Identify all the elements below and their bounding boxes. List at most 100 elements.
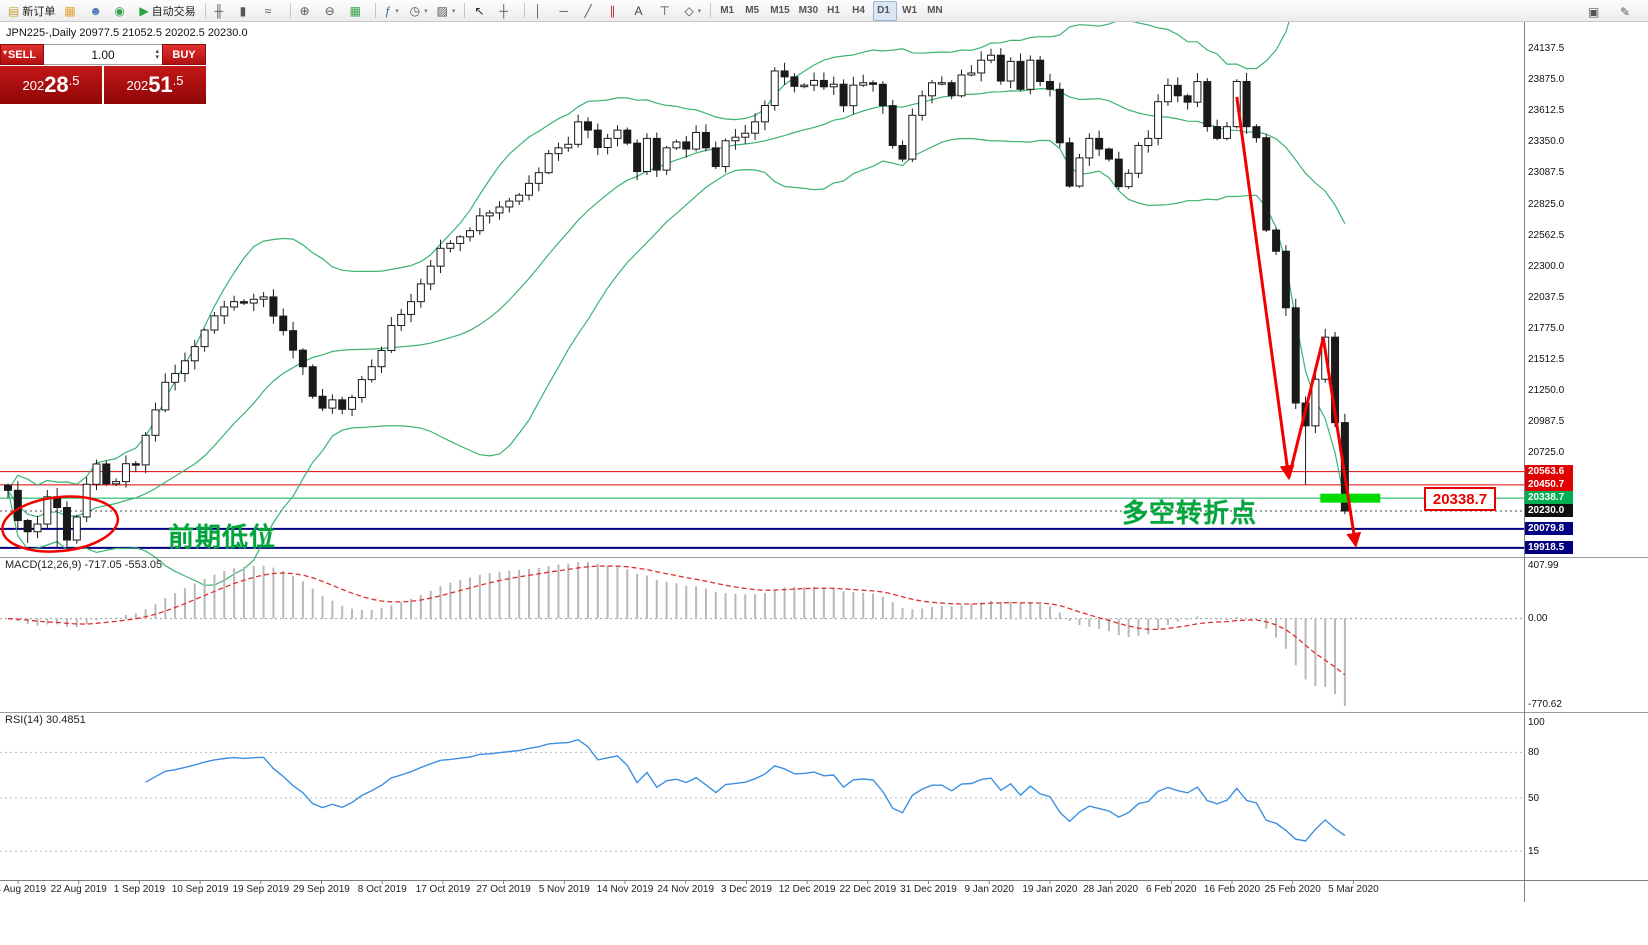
- level-price-tag: 19918.5: [1525, 540, 1573, 554]
- buy-price[interactable]: 202 51.5: [104, 66, 206, 104]
- text-icon[interactable]: A: [630, 1, 654, 21]
- one-click-trading-panel: ▾ SELL 1.00 ▴ ▾ BUY 202 28.5 202 51.5: [0, 44, 206, 104]
- volume-input[interactable]: 1.00 ▴ ▾: [44, 44, 162, 65]
- date-axis-label: 5 Mar 2020: [1328, 884, 1379, 895]
- toolbar-separator: [524, 3, 526, 18]
- tf-h1-button[interactable]: H1: [823, 1, 847, 21]
- gold-icon: ▦: [64, 3, 76, 18]
- previous-low-annotation: 前期低位: [168, 522, 277, 552]
- shapes-icon[interactable]: ◇ ▾: [680, 1, 705, 21]
- workspace-icon: ▣: [1588, 5, 1600, 19]
- spinner-down-icon[interactable]: ▾: [155, 53, 159, 61]
- tf-mn-button[interactable]: MN: [923, 1, 947, 21]
- buy-button[interactable]: BUY: [162, 44, 206, 65]
- zoom-out-icon[interactable]: ⊖: [321, 1, 345, 21]
- price-tag-callout: 20338.7: [1424, 487, 1496, 511]
- price-axis-label: 23350.0: [1528, 136, 1565, 148]
- tf-d1-button[interactable]: D1: [873, 0, 898, 21]
- macd-indicator-label: MACD(12,26,9) -717.05 -553.05: [5, 559, 163, 571]
- auto-trading-button[interactable]: ▶ 自动交易: [135, 1, 199, 21]
- zoom-in-icon: ⊕: [299, 3, 310, 18]
- bar-chart-icon[interactable]: ╫: [211, 1, 235, 21]
- vertical-line-icon[interactable]: │: [530, 1, 554, 21]
- date-axis-label: 25 Feb 2020: [1264, 884, 1321, 895]
- price-axis-label: 22825.0: [1528, 198, 1565, 210]
- chevron-down-icon: ▾: [395, 7, 399, 15]
- cursor-icon: ↖: [474, 3, 485, 18]
- bar-chart-icon: ╫: [214, 3, 224, 18]
- price-axis-label: 22037.5: [1528, 291, 1565, 303]
- rsi-scale-label: 100: [1528, 716, 1545, 728]
- date-axis-label: 16 Feb 2020: [1203, 884, 1261, 895]
- macd-scale-label: 407.99: [1528, 559, 1559, 571]
- new-order-button-label: 新订单: [22, 5, 56, 18]
- toolbar-separator: [710, 3, 712, 18]
- toolbar-right-group: ▣ ✎: [1584, 2, 1640, 22]
- trendline-icon: ╱: [584, 3, 592, 18]
- level-price-tag: 20338.7: [1525, 491, 1573, 505]
- price-axis-label: 23875.0: [1528, 74, 1565, 86]
- volume-spinner[interactable]: ▴ ▾: [155, 45, 159, 64]
- symbol-ohlc-header: JPN225-,Daily 20977.5 21052.5 20202.5 20…: [6, 27, 248, 39]
- label-icon[interactable]: ⊤: [655, 1, 679, 21]
- horizontal-line-icon[interactable]: ─: [555, 1, 579, 21]
- gold-icon[interactable]: ▦: [60, 1, 84, 21]
- channel-icon[interactable]: ∥: [605, 1, 629, 21]
- macd-scale-label: 0.00: [1528, 613, 1548, 625]
- candlestick-icon[interactable]: ▮: [236, 1, 260, 21]
- cursor-icon[interactable]: ↖: [470, 1, 494, 21]
- channel-icon: ∥: [609, 3, 616, 18]
- toolbar-groups: ▤ 新订单 ▦ ☻ ◉ ▶ 自动交易 ╫ ▮ ≈ ⊕ ⊖ ▦ ƒ ▾ ◷ ▾ ▨ ▾ ↖ ┼ │ ─ ╱ ∥ A ⊤ ◇ ▾ M1 M5 M1…: [4, 0, 947, 21]
- edit-icon[interactable]: ✎: [1616, 2, 1640, 22]
- date-axis-label: 12 Dec 2019: [778, 884, 836, 895]
- trendline-icon[interactable]: ╱: [580, 1, 604, 21]
- tf-m5-button[interactable]: M5: [741, 1, 765, 21]
- indicators-icon[interactable]: ƒ ▾: [381, 1, 405, 21]
- community-icon: ◉: [114, 3, 125, 18]
- panel-collapse-icon[interactable]: ▾: [3, 48, 8, 57]
- label-icon: ⊤: [659, 3, 670, 18]
- tile-windows-icon: ▦: [349, 3, 361, 18]
- volume-value: 1.00: [91, 47, 115, 62]
- tf-m30-button[interactable]: M30: [795, 1, 822, 21]
- tile-windows-icon[interactable]: ▦: [346, 1, 370, 21]
- crosshair-icon[interactable]: ┼: [495, 1, 519, 21]
- zoom-out-icon: ⊖: [324, 3, 335, 18]
- text-icon: A: [634, 3, 643, 18]
- edit-icon: ✎: [1620, 5, 1631, 19]
- new-order-button[interactable]: ▤ 新订单: [4, 1, 59, 21]
- zoom-in-icon[interactable]: ⊕: [296, 1, 320, 21]
- tf-m15-button[interactable]: M15: [766, 1, 793, 21]
- community-icon[interactable]: ◉: [110, 1, 134, 21]
- date-axis-label: 24 Nov 2019: [657, 884, 715, 895]
- candlestick-icon: ▮: [239, 3, 247, 18]
- line-chart-icon[interactable]: ≈: [261, 1, 285, 21]
- date-axis-label: 14 Aug 2019: [0, 884, 47, 895]
- workspace-icon[interactable]: ▣: [1584, 2, 1608, 22]
- price-digits: 51: [148, 72, 173, 97]
- chevron-down-icon: ▾: [697, 7, 702, 15]
- rsi-scale-label: 50: [1528, 792, 1540, 804]
- price-axis-label: 21775.0: [1528, 322, 1565, 334]
- date-axis-label: 19 Jan 2020: [1022, 884, 1078, 895]
- price-axis-label: 22562.5: [1528, 229, 1565, 241]
- tf-w1-button-label: W1: [902, 5, 918, 16]
- current-price-tag: 20230.0: [1525, 504, 1573, 518]
- crosshair-icon: ┼: [499, 3, 508, 18]
- periods-icon[interactable]: ◷ ▾: [406, 1, 432, 21]
- turning-point-annotation: 多空转折点: [1122, 498, 1258, 528]
- sell-price[interactable]: 202 28.5: [0, 66, 102, 104]
- price-digits: .5: [172, 73, 184, 88]
- date-axis-label: 3 Dec 2019: [720, 884, 772, 895]
- price-axis-label: 24137.5: [1528, 43, 1565, 55]
- profile-icon[interactable]: ☻: [85, 1, 109, 21]
- tf-h1-button-label: H1: [827, 5, 840, 16]
- tf-m1-button[interactable]: M1: [716, 1, 740, 21]
- templates-icon[interactable]: ▨ ▾: [433, 1, 460, 21]
- date-axis-label: 5 Nov 2019: [538, 884, 590, 895]
- tf-h4-button[interactable]: H4: [848, 1, 872, 21]
- tf-w1-button[interactable]: W1: [898, 1, 922, 21]
- date-axis-label: 22 Aug 2019: [50, 884, 107, 895]
